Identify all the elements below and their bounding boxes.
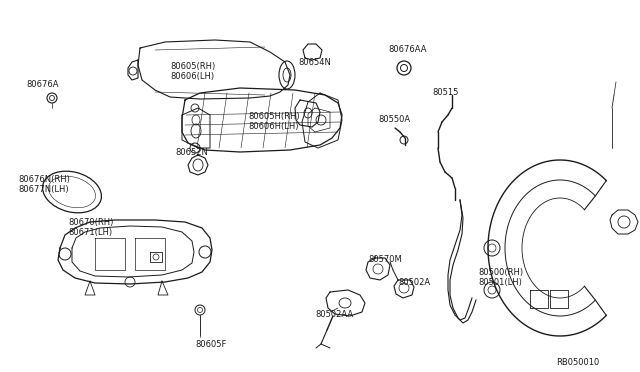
Text: 80676AA: 80676AA xyxy=(388,45,426,54)
Text: 80570M: 80570M xyxy=(368,255,402,264)
Text: 80605H(RH): 80605H(RH) xyxy=(248,112,300,121)
Text: 80606(LH): 80606(LH) xyxy=(170,72,214,81)
Text: 80654N: 80654N xyxy=(298,58,331,67)
Text: 80502A: 80502A xyxy=(398,278,430,287)
Text: 80501(LH): 80501(LH) xyxy=(478,278,522,287)
Text: 80677N(LH): 80677N(LH) xyxy=(18,185,68,194)
Text: 80605(RH): 80605(RH) xyxy=(170,62,215,71)
Text: RB050010: RB050010 xyxy=(556,358,599,367)
Text: 80671(LH): 80671(LH) xyxy=(68,228,112,237)
Text: 80676N(RH): 80676N(RH) xyxy=(18,175,70,184)
Text: 80500(RH): 80500(RH) xyxy=(478,268,523,277)
Text: 80605F: 80605F xyxy=(195,340,227,349)
Text: 80676A: 80676A xyxy=(26,80,58,89)
Text: 80606H(LH): 80606H(LH) xyxy=(248,122,298,131)
Text: 80502AA: 80502AA xyxy=(315,310,353,319)
Text: 80550A: 80550A xyxy=(378,115,410,124)
Text: 80652N: 80652N xyxy=(175,148,208,157)
Text: 80670(RH): 80670(RH) xyxy=(68,218,113,227)
Text: 80515: 80515 xyxy=(432,88,458,97)
